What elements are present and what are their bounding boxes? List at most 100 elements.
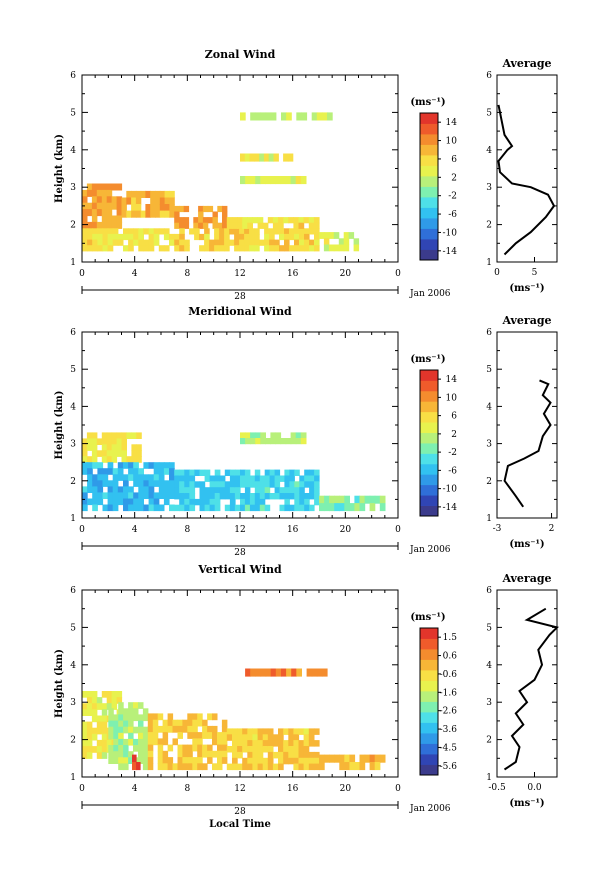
colorbar-swatch — [420, 733, 438, 744]
heatmap-cell-3 — [272, 751, 279, 759]
heatmap-cell-3 — [299, 493, 305, 500]
average-x-axis-label: (ms⁻¹) — [509, 539, 544, 550]
heatmap-cell-2 — [179, 222, 185, 229]
heatmap-cell-3 — [82, 228, 88, 235]
heatmap-cell-5 — [293, 217, 300, 224]
heatmap-cell-2 — [202, 732, 208, 739]
heatmap-cell-7 — [245, 176, 251, 185]
heatmap-cell-4 — [204, 228, 210, 235]
heatmap-cell-1 — [158, 486, 165, 493]
colorbar-tick-label: 10 — [446, 393, 458, 403]
heatmap-cell-1 — [87, 474, 93, 481]
heatmap-cell-2 — [184, 498, 190, 506]
heatmap-cell-2 — [167, 719, 174, 727]
heatmap-cell-3 — [102, 233, 109, 241]
average-frame — [496, 589, 558, 778]
heatmap-cell-0 — [101, 727, 108, 735]
heatmap-cell-2 — [212, 725, 218, 733]
heatmap-cell-3 — [82, 245, 88, 252]
heatmap-cell-2 — [204, 475, 211, 482]
heatmap-cell-1 — [117, 498, 124, 506]
heatmap-cell-5 — [270, 438, 277, 445]
heatmap-cell-3 — [294, 481, 300, 488]
heatmap-cell-3 — [249, 504, 256, 512]
heatmap-cell-1 — [97, 498, 104, 506]
heatmap-cell-3 — [247, 746, 253, 753]
average-y-tick-label: 2 — [486, 477, 492, 487]
heatmap-cell-1 — [159, 197, 166, 205]
heatmap-cell-1 — [117, 492, 124, 499]
heatmap-cell-2 — [157, 763, 164, 771]
heatmap-cell-1 — [145, 204, 151, 212]
heatmap-cell-2 — [174, 481, 180, 488]
heatmap-cell-3 — [244, 469, 251, 476]
colorbar-tick-label: -2.6 — [440, 707, 458, 717]
heatmap-cell-2 — [194, 469, 201, 476]
heatmap-cell-0 — [106, 432, 113, 439]
day-label: 28 — [234, 292, 246, 302]
heatmap-cell-3 — [117, 233, 124, 241]
y-axis-label: Height (km) — [54, 649, 65, 718]
heatmap-cell-0 — [91, 444, 98, 451]
heatmap-cell-2 — [217, 732, 223, 739]
heatmap-cell-2 — [152, 732, 159, 739]
heatmap-cell-1 — [133, 504, 139, 512]
colorbar-swatch — [420, 495, 438, 506]
heatmap-cell-3 — [314, 493, 320, 500]
colorbar-swatch — [420, 422, 438, 433]
heatmap-cell-3 — [232, 757, 238, 765]
heatmap-cell-4 — [214, 228, 220, 235]
colorbar-swatch — [420, 176, 438, 187]
heatmap-cell-1 — [102, 468, 109, 475]
heatmap-cell-2 — [197, 757, 203, 764]
heatmap-cell-1 — [118, 714, 124, 722]
heatmap-cell-2 — [184, 493, 190, 500]
heatmap-cell-2 — [184, 481, 190, 488]
heatmap-cell-2 — [198, 222, 204, 229]
heatmap-cell-1 — [128, 720, 134, 728]
heatmap-cell-1 — [169, 204, 175, 212]
heatmap-cell-4 — [254, 245, 260, 252]
heatmap-cell-3 — [244, 498, 251, 506]
heatmap-cell-1 — [128, 492, 134, 499]
colorbar-swatch — [420, 453, 438, 465]
heatmap-cell-3 — [299, 487, 305, 494]
heatmap-cell-8 — [287, 153, 294, 162]
heatmap-cell-2 — [199, 504, 206, 512]
heatmap-cell-0 — [116, 183, 123, 191]
heatmap-cell-0 — [116, 202, 123, 210]
colorbar-swatch — [420, 113, 438, 124]
heatmap-cell-1 — [158, 480, 165, 487]
heatmap-cell-5 — [298, 222, 305, 229]
average-title: Average — [501, 572, 551, 585]
average-frame — [496, 331, 558, 519]
heatmap-cell-2 — [197, 732, 203, 739]
heatmap-cell-3 — [303, 740, 310, 747]
heatmap-cell-2 — [172, 719, 178, 727]
average-y-tick-label: 3 — [486, 698, 492, 708]
heatmap-cell-0 — [136, 444, 142, 451]
heatmap-cell-1 — [82, 486, 88, 493]
heatmap-cell-1 — [113, 714, 119, 722]
heatmap-cell-1 — [142, 751, 149, 758]
heatmap-cell-1 — [123, 738, 129, 746]
heatmap-cell-1 — [138, 498, 144, 506]
heatmap-cell-3 — [232, 746, 238, 753]
heatmap-cell-5 — [247, 217, 253, 224]
heatmap-cell-3 — [283, 757, 289, 765]
heatmap-cell-5 — [278, 222, 284, 229]
heatmap-cell-3 — [252, 763, 259, 771]
heatmap-cell-1 — [142, 708, 149, 715]
colorbar-swatch — [420, 370, 438, 381]
heatmap-cell-1 — [107, 462, 114, 469]
colorbar-swatch — [420, 165, 438, 177]
heatmap-cell-5 — [295, 438, 302, 445]
average-profile-line — [503, 607, 559, 771]
heatmap-cell-2 — [177, 725, 183, 733]
heatmap-cell-1 — [126, 190, 132, 198]
heatmap-cell-2 — [214, 498, 221, 506]
heatmap-cell-2 — [214, 493, 221, 500]
heatmap-cell-0 — [91, 202, 98, 210]
x-tick-label: 0 — [395, 784, 401, 794]
